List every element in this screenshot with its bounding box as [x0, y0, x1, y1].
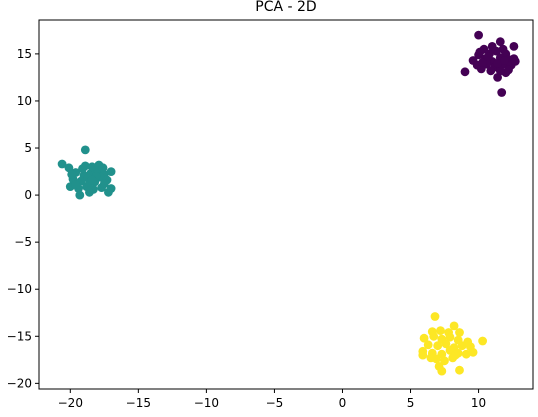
- scatter-point-1-24: [87, 162, 97, 172]
- scatter-point-0-29: [510, 57, 520, 66]
- scatter-point-2-12: [423, 340, 433, 350]
- scatter-point-1-1: [57, 159, 67, 169]
- scatter-point-2-11: [478, 336, 487, 346]
- scatter-point-2-26: [440, 356, 449, 366]
- scatter-point-1-22: [85, 187, 94, 197]
- scatter-point-2-34: [451, 350, 460, 360]
- scatter-point-2-13: [433, 341, 443, 351]
- scatter-point-2-14: [441, 339, 451, 349]
- scatter-point-2-9: [445, 332, 455, 342]
- x-tick-label: −10: [194, 396, 219, 410]
- x-tick-label: −15: [126, 396, 151, 410]
- scatter-point-1-32: [67, 170, 77, 179]
- scatter-point-1-30: [98, 163, 108, 173]
- y-tick-label: 15: [17, 47, 32, 61]
- scatter-point-0-24: [493, 73, 502, 82]
- points-layer: [57, 30, 520, 376]
- y-tick-label: −10: [7, 282, 32, 296]
- scatter-point-2-3: [436, 326, 445, 335]
- y-tick-label: 10: [17, 94, 32, 108]
- scatter-point-0-34: [475, 47, 485, 57]
- x-tick-label: 5: [407, 396, 415, 410]
- scatter-point-0-21: [460, 67, 470, 77]
- scatter-point-1-29: [78, 164, 87, 174]
- x-tick-label: −20: [58, 396, 83, 410]
- y-tick-label: −5: [14, 235, 32, 249]
- scatter-point-2-7: [429, 331, 439, 341]
- y-tick-label: −15: [7, 329, 32, 343]
- scatter-point-0-1: [495, 37, 505, 47]
- scatter-point-2-31: [418, 350, 428, 360]
- scatter-point-0-27: [478, 58, 487, 67]
- scatter-point-1-28: [99, 179, 109, 189]
- x-tick-label: −5: [266, 396, 284, 410]
- x-tick-label: 10: [471, 396, 486, 410]
- scatter-point-0-23: [486, 66, 496, 76]
- scatter-point-2-30: [455, 365, 464, 375]
- scatter-point-2-32: [463, 337, 473, 347]
- scatter-point-0-31: [500, 56, 509, 65]
- scatter-point-2-1: [449, 321, 459, 331]
- scatter-point-1-33: [106, 184, 116, 193]
- scatter-point-1-8: [106, 167, 116, 177]
- scatter-point-2-24: [468, 347, 478, 357]
- y-tick-label: 5: [24, 141, 32, 155]
- axes-layer: −20 −15 −10 −5 0 5 10 −20 −15 −10 −5 0 5 10 15: [7, 47, 487, 410]
- scatter-point-1-21: [75, 190, 85, 200]
- scatter-point-2-5: [455, 328, 464, 337]
- y-tick-label: −20: [7, 376, 32, 390]
- scatter-point-0-28: [493, 58, 502, 68]
- scatter-point-1-0: [80, 145, 90, 155]
- scatter-point-2-29: [437, 366, 447, 376]
- chart-title: PCA - 2D: [255, 0, 316, 15]
- plot-frame: [38, 19, 534, 390]
- x-tick-label: 0: [339, 396, 347, 410]
- scatter-point-0-5: [509, 42, 519, 51]
- scatter-point-2-0: [430, 312, 440, 321]
- scatter-point-0-33: [504, 65, 513, 75]
- scatter-point-0-26: [495, 66, 505, 76]
- y-tick-label: 0: [24, 188, 32, 202]
- scatter-point-2-33: [426, 353, 436, 363]
- scatter-point-2-23: [461, 349, 471, 359]
- scatter-point-2-6: [419, 333, 429, 343]
- scatter-point-1-2: [64, 163, 74, 173]
- scatter-point-1-34: [87, 175, 97, 185]
- scatter-point-1-26: [71, 180, 81, 190]
- scatter-point-0-30: [483, 52, 493, 62]
- scatter-point-0-32: [497, 88, 507, 97]
- scatter-point-0-8: [491, 46, 501, 56]
- scatter-point-0-0: [474, 30, 483, 40]
